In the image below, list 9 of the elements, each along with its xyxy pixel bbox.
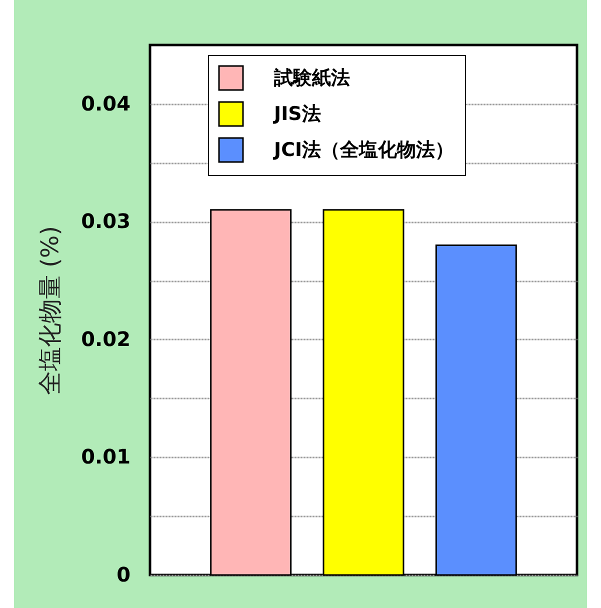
y-tick-label: 0.01 bbox=[81, 444, 130, 469]
y-tick-label: 0.04 bbox=[81, 91, 130, 116]
legend-label: 試験紙法 bbox=[273, 67, 350, 89]
legend-label: JCI法（全塩化物法） bbox=[272, 139, 454, 161]
legend-label: JIS法 bbox=[272, 103, 321, 125]
y-axis-title: 全塩化物量 (%) bbox=[36, 226, 64, 396]
y-tick-label: 0 bbox=[116, 562, 130, 586]
y-tick-label: 0.02 bbox=[81, 326, 130, 351]
y-tick-label: 0.03 bbox=[81, 209, 130, 234]
